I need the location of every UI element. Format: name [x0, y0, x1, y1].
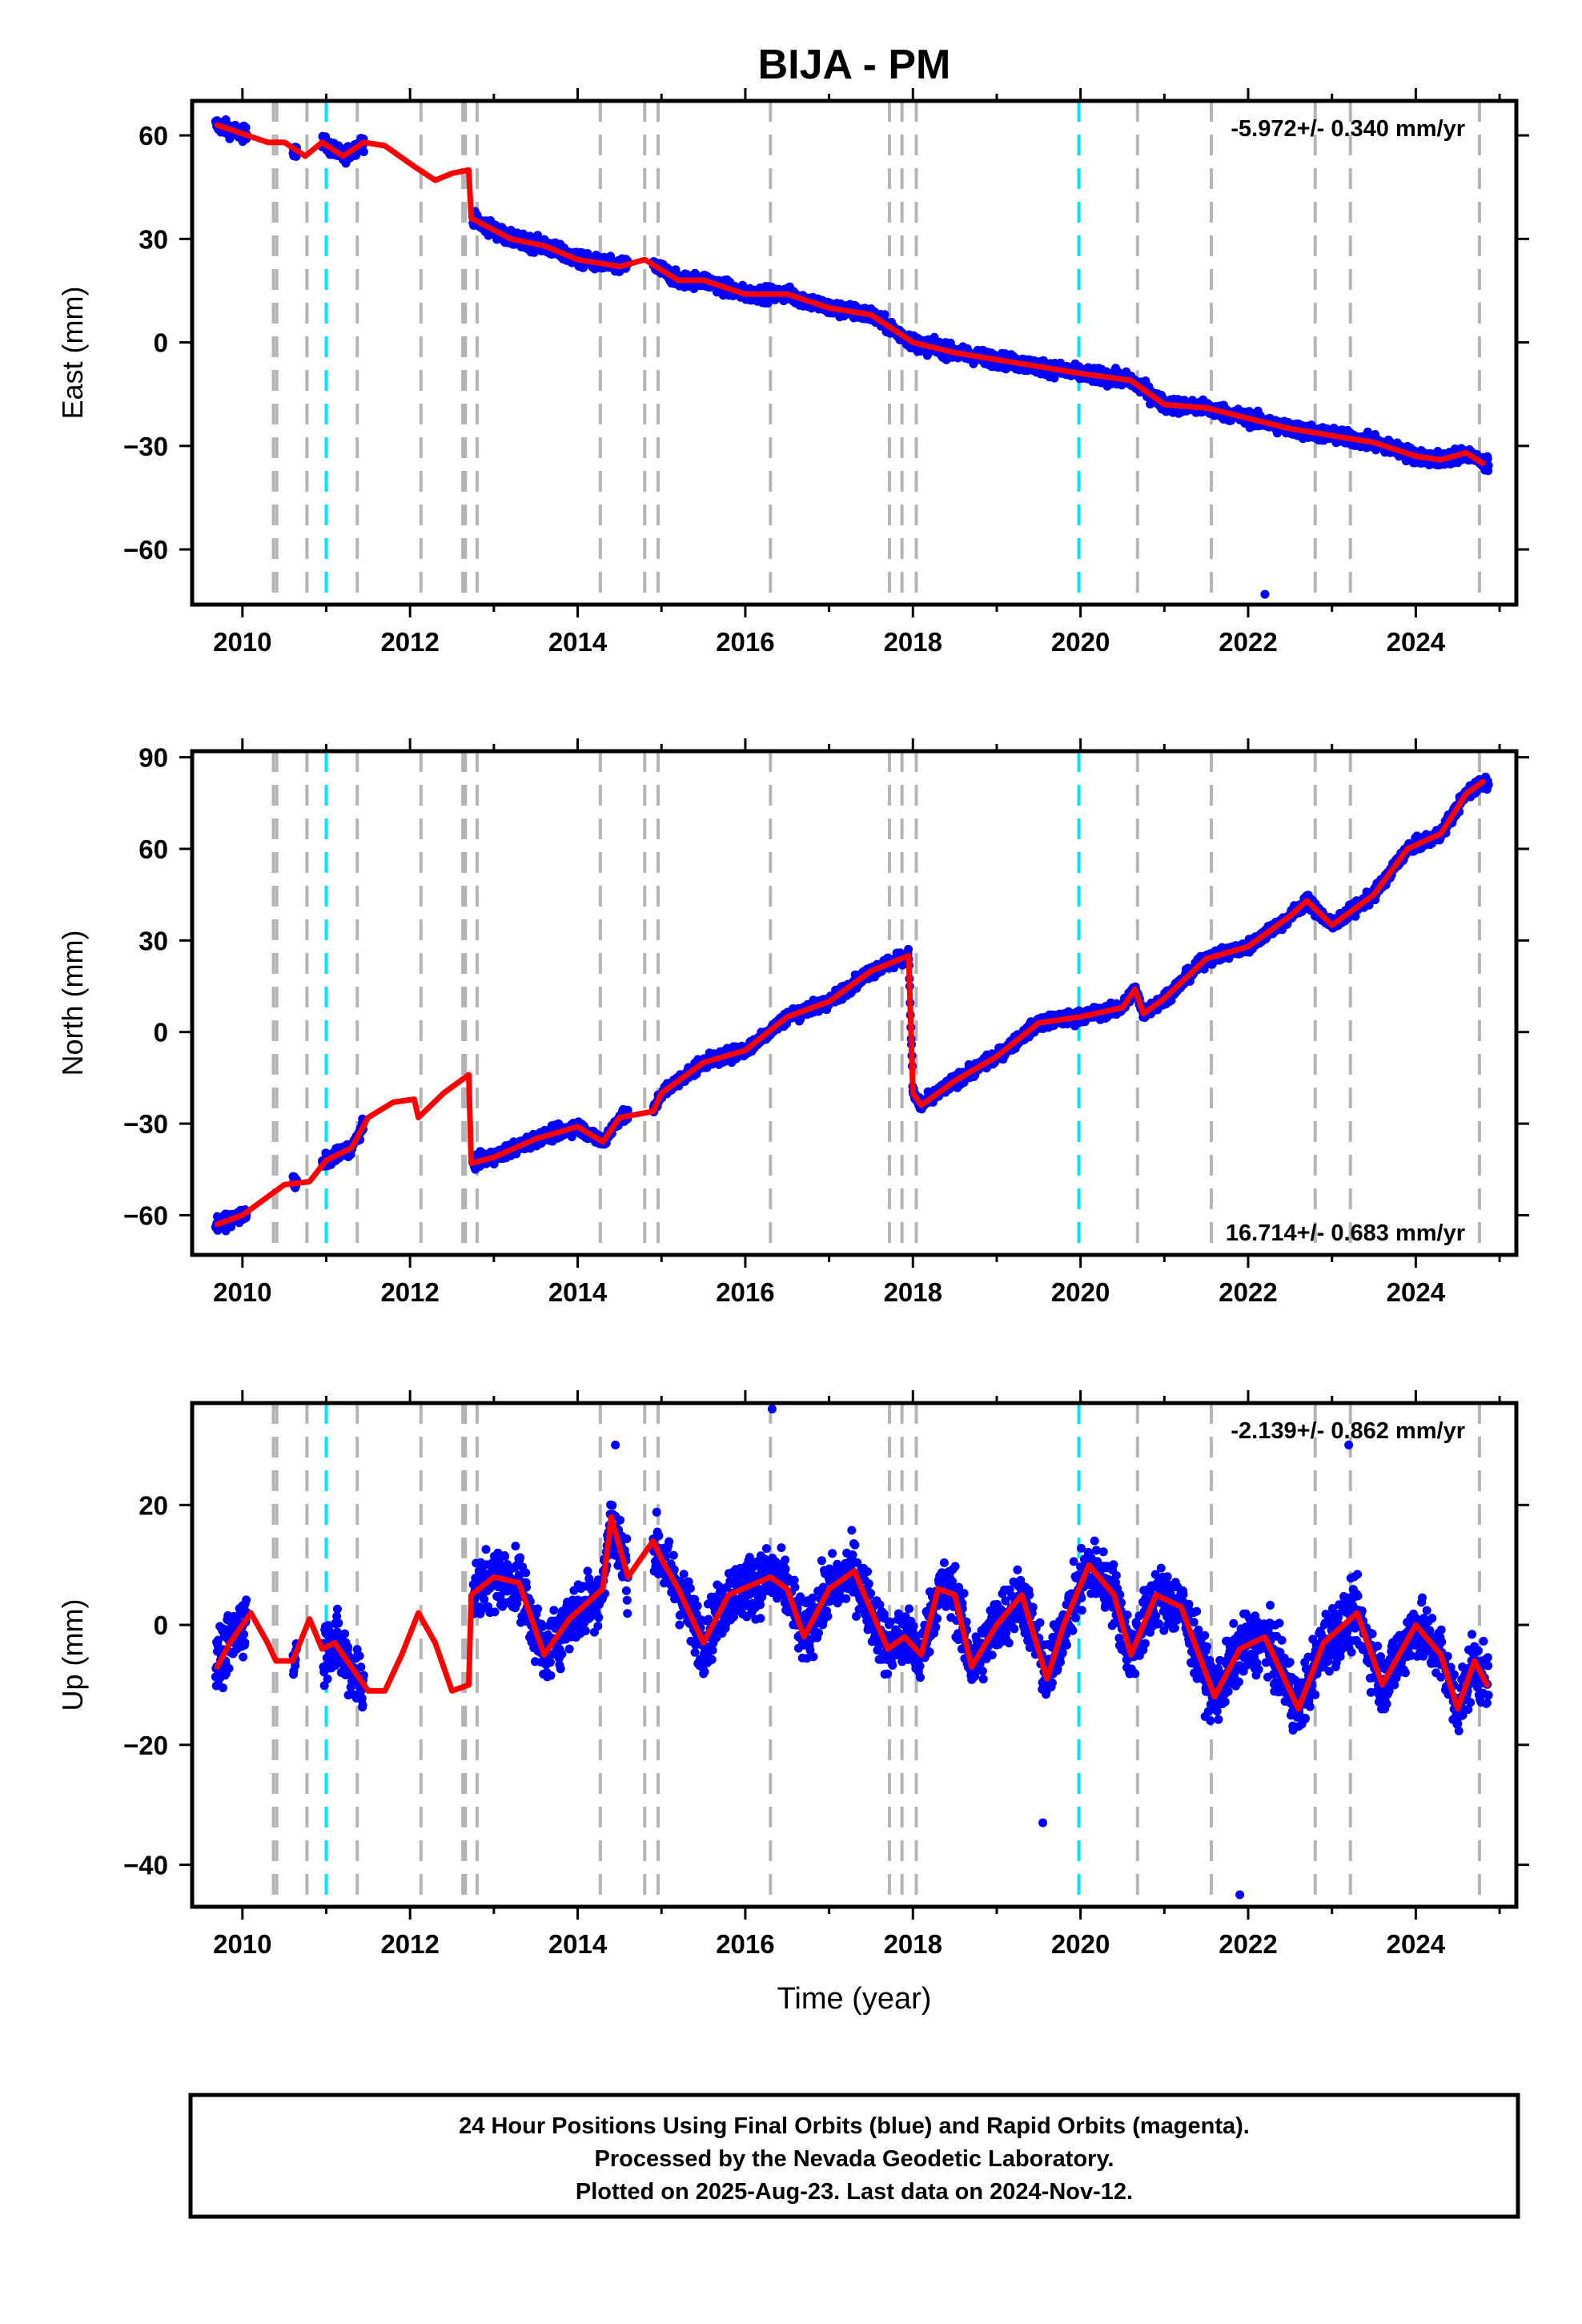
position-point	[241, 123, 251, 132]
east-axis-label: East (mm)	[56, 287, 89, 420]
east-plot-frame	[190, 99, 1519, 607]
east-model-line	[214, 122, 1486, 466]
x-tick-label: 2014	[548, 627, 608, 657]
position-point	[880, 310, 889, 320]
x-tick-label: 2010	[213, 627, 271, 657]
north-position-points	[211, 772, 1493, 1236]
east-position-points	[211, 115, 1493, 476]
position-point	[1483, 454, 1492, 464]
y-tick-label: 0	[154, 328, 168, 358]
east-velocity-label: -5.972+/- 0.340 mm/yr	[1231, 116, 1465, 142]
position-point	[904, 944, 913, 954]
x-tick-label: 2018	[884, 627, 942, 657]
y-tick-label: −60	[123, 535, 168, 565]
east-panel: 2010 2012 2014 2016 2018 2020 2022 2024 −60 −30 0 3…	[56, 88, 1529, 657]
position-point	[1484, 460, 1493, 470]
y-tick-label: 60	[139, 121, 168, 151]
x-tick-label: 2016	[716, 627, 774, 657]
position-point	[359, 147, 368, 156]
y-tick-label: 30	[139, 224, 168, 254]
outlier-point	[1260, 589, 1270, 599]
position-point	[623, 1105, 632, 1115]
plot-title: BIJA - PM	[758, 42, 951, 88]
x-tick-label: 2020	[1051, 627, 1110, 657]
y-tick-label: −30	[123, 432, 168, 461]
north-panel: 2010 2012 2014 2016 2018 2020 2022 2024−60−3003…	[56, 738, 1529, 1307]
x-tick-label: 2024	[1387, 627, 1446, 657]
x-tick-label: 2012	[380, 627, 439, 657]
x-tick-label: 2022	[1219, 627, 1277, 657]
